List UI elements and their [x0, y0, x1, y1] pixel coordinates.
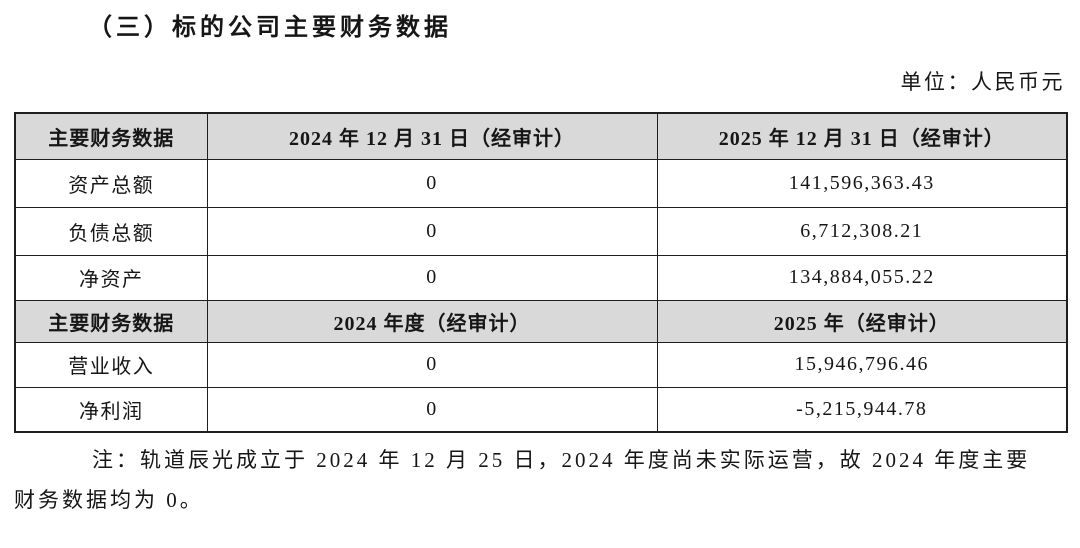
header-period-2024: 2024 年度（经审计）: [206, 299, 658, 343]
footnote: 注：轨道辰光成立于 2024 年 12 月 25 日，2024 年度尚未实际运营…: [14, 440, 1066, 520]
footnote-line-2: 财务数据均为 0。: [14, 488, 204, 512]
header-metric: 主要财务数据: [14, 299, 208, 343]
unit-label: 单位：人民币元: [900, 70, 1065, 94]
table-row-operating-revenue: 营业收入 0 15,946,796.46: [14, 341, 1068, 388]
header-metric: 主要财务数据: [14, 112, 208, 160]
value-2024: 0: [206, 206, 658, 256]
value-2025: -5,215,944.78: [656, 386, 1068, 433]
row-label: 净利润: [14, 386, 208, 433]
table-row-net-assets: 净资产 0 134,884,055.22: [14, 254, 1068, 301]
table-row-total-liabilities: 负债总额 0 6,712,308.21: [14, 206, 1068, 256]
table-header-row-income: 主要财务数据 2024 年度（经审计） 2025 年（经审计）: [14, 299, 1068, 343]
footnote-line-1: 注：轨道辰光成立于 2024 年 12 月 25 日，2024 年度尚未实际运营…: [92, 448, 1031, 472]
table-row-net-profit: 净利润 0 -5,215,944.78: [14, 386, 1068, 433]
row-label: 负债总额: [14, 206, 208, 256]
value-2025: 6,712,308.21: [656, 206, 1068, 256]
value-2024: 0: [206, 386, 658, 433]
value-2024: 0: [206, 158, 658, 208]
header-date-2025: 2025 年 12 月 31 日（经审计）: [656, 112, 1068, 160]
row-label: 营业收入: [14, 341, 208, 388]
document-page: （三）标的公司主要财务数据 单位：人民币元 主要财务数据 2024 年 12 月…: [14, 15, 1068, 520]
table-header-row-balance: 主要财务数据 2024 年 12 月 31 日（经审计） 2025 年 12 月…: [14, 112, 1068, 160]
value-2024: 0: [206, 341, 658, 388]
value-2025: 15,946,796.46: [656, 341, 1068, 388]
row-label: 净资产: [14, 254, 208, 301]
header-date-2024: 2024 年 12 月 31 日（经审计）: [206, 112, 658, 160]
header-period-2025: 2025 年（经审计）: [656, 299, 1068, 343]
financial-data-table: 主要财务数据 2024 年 12 月 31 日（经审计） 2025 年 12 月…: [14, 112, 1068, 433]
value-2025: 141,596,363.43: [656, 158, 1068, 208]
value-2024: 0: [206, 254, 658, 301]
row-label: 资产总额: [14, 158, 208, 208]
table-row-total-assets: 资产总额 0 141,596,363.43: [14, 158, 1068, 208]
section-title: （三）标的公司主要财务数据: [88, 15, 452, 41]
value-2025: 134,884,055.22: [656, 254, 1068, 301]
